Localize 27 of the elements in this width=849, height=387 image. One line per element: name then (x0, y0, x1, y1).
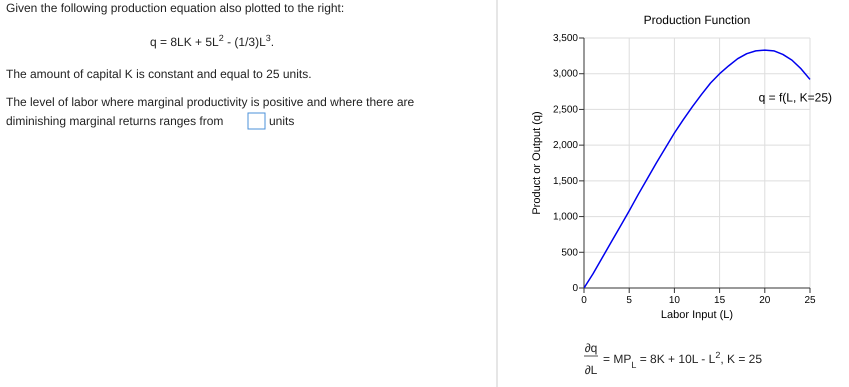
x-tick-label: 10 (668, 295, 680, 306)
text: ∂q (584, 341, 598, 355)
series-label: q = f(L, K=25) (758, 90, 832, 104)
text: diminishing marginal returns ranges from (6, 114, 224, 128)
y-tick-label: 1,500 (552, 176, 578, 187)
y-tick-label: 0 (572, 283, 578, 294)
text: ∂L (584, 363, 598, 377)
x-tick-label: 0 (581, 295, 588, 306)
text: Given the following production equation also plotted to the right: (6, 1, 344, 15)
x-tick-label: 5 (626, 295, 632, 306)
y-axis-title: Product or Output (q) (531, 111, 543, 215)
text: units (269, 114, 294, 128)
x-axis-title: Labor Input (L) (660, 309, 734, 321)
y-tick-label: 2,000 (552, 140, 578, 152)
x-tick-label: 20 (759, 295, 771, 306)
text: The amount of capital K is constant and equal to 25 units. (6, 67, 312, 81)
y-tick-label: 1,000 (552, 212, 578, 223)
text: = MP$_{L}$ = 8K + 10L - L$^{2}$, K = 25 (603, 350, 762, 370)
y-tick-label: 3,000 (552, 68, 578, 80)
chart-title: Production Function (644, 13, 750, 27)
text: q = 8LK + 5L$^{2}$ - (1/3)L$^{3}$. (150, 33, 274, 49)
text: The level of labor where marginal productivity is positive and where there are (6, 95, 415, 109)
y-tick-label: 500 (561, 247, 578, 258)
y-tick-label: 2,500 (552, 104, 578, 116)
x-tick-label: 25 (804, 295, 816, 306)
x-tick-label: 15 (714, 295, 726, 306)
y-tick-label: 3,500 (552, 33, 578, 44)
